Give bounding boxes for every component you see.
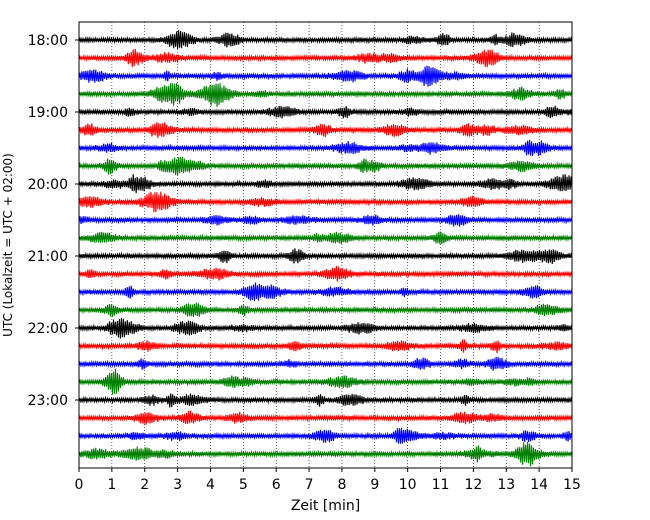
x-tick-label: 5: [239, 477, 248, 493]
y-tick-label: 21:00: [28, 249, 68, 265]
y-axis-label: UTC (Lokalzeit = UTC + 02:00): [1, 153, 15, 337]
x-tick-label: 0: [75, 477, 84, 493]
y-tick-label: 23:00: [28, 393, 68, 409]
x-tick-label: 6: [272, 477, 281, 493]
x-tick-label: 15: [563, 477, 581, 493]
x-tick-label: 2: [140, 477, 149, 493]
vertical-grid: [111, 22, 540, 468]
x-tick-label: 1: [107, 477, 116, 493]
trace-2345: [78, 441, 573, 467]
x-tick-label: 10: [399, 477, 417, 493]
trace-1800: [78, 30, 573, 50]
x-tick-label: 7: [305, 477, 314, 493]
x-tick-label: 13: [497, 477, 515, 493]
x-tick-label: 9: [370, 477, 379, 493]
x-axis-ticks: 0 1 2 3 4 5 6 7 8 9 10 11 12 13 14 15: [75, 468, 581, 493]
x-tick-label: 3: [173, 477, 182, 493]
y-axis-ticks: 18:00 19:00 20:00 21:00 22:00 23:00: [28, 33, 79, 409]
x-tick-label: 11: [432, 477, 450, 493]
trace-1815: [78, 48, 573, 68]
x-tick-label: 8: [337, 477, 346, 493]
plot-frame: [78, 21, 573, 469]
y-tick-label: 18:00: [28, 33, 68, 49]
x-tick-label: 12: [464, 477, 482, 493]
x-axis-label: Zeit [min]: [291, 498, 360, 514]
y-tick-label: 20:00: [28, 177, 68, 193]
y-tick-label: 22:00: [28, 321, 68, 337]
seismic-traces: [78, 30, 573, 467]
x-tick-label: 14: [530, 477, 548, 493]
x-tick-label: 4: [206, 477, 215, 493]
y-tick-label: 19:00: [28, 105, 68, 121]
